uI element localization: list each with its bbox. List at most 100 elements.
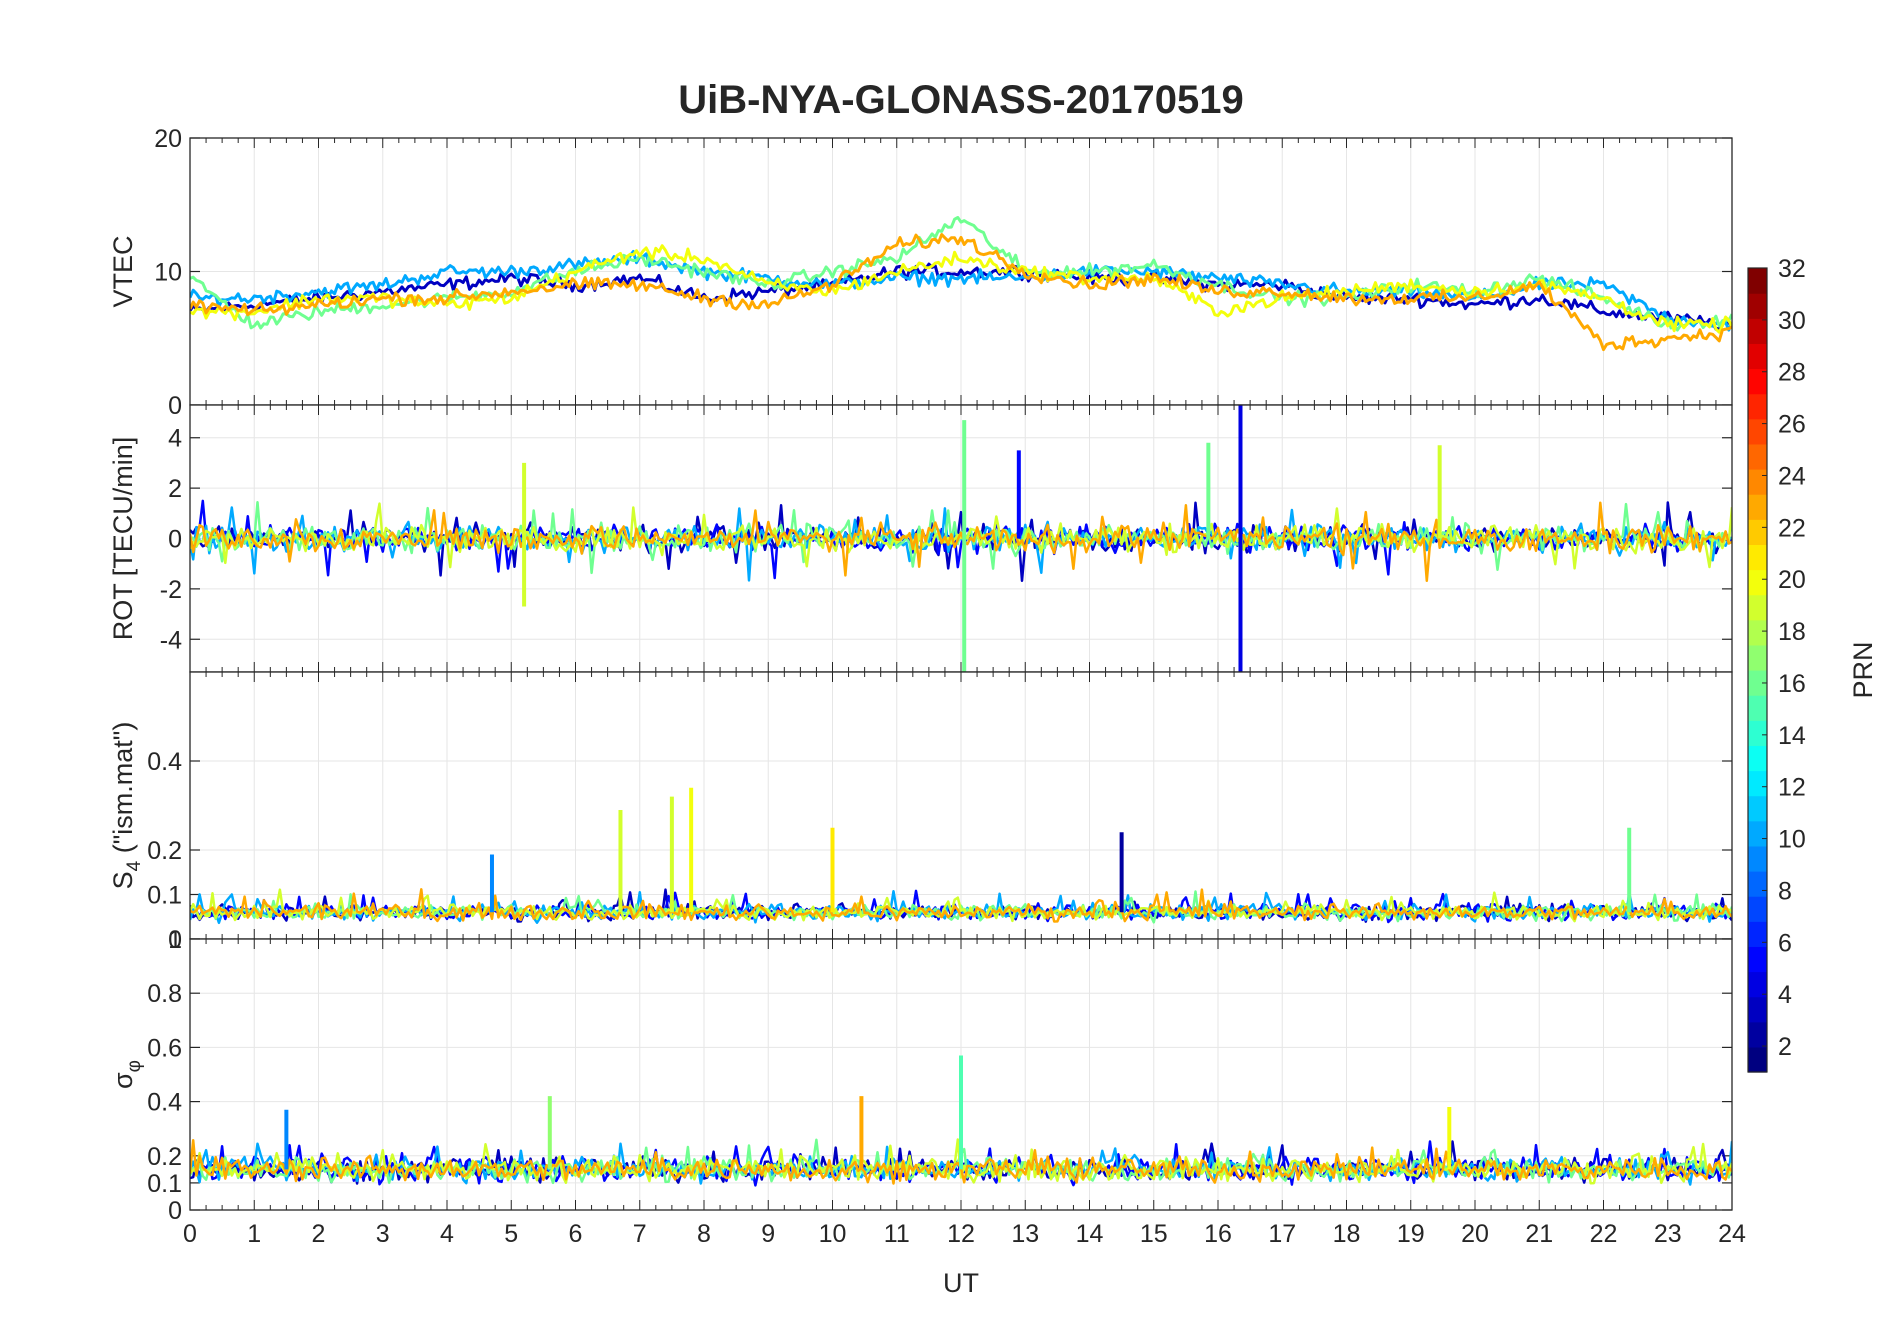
y-axis-label: S4 ("ism.mat") bbox=[108, 722, 145, 890]
panel-frame bbox=[189, 938, 1733, 1211]
x-tick-label: 10 bbox=[819, 1220, 847, 1248]
colorbar-tick-label: 24 bbox=[1778, 462, 1806, 490]
y-axis-label: σφ bbox=[108, 1060, 145, 1089]
y-axis-label-main: S bbox=[108, 871, 138, 889]
colorbar-bin bbox=[1748, 921, 1767, 947]
rot-trace-prn-23 bbox=[190, 501, 1732, 583]
colorbar-bin bbox=[1748, 946, 1767, 973]
colorbar-label: PRN bbox=[1848, 641, 1878, 698]
colorbar-bin bbox=[1748, 544, 1767, 571]
x-tick-label: 4 bbox=[440, 1220, 454, 1248]
chart-title: UiB-NYA-GLONASS-20170519 bbox=[678, 78, 1243, 122]
x-tick-label: 20 bbox=[1461, 1220, 1489, 1248]
colorbar-bin bbox=[1748, 569, 1767, 596]
x-tick-label: 15 bbox=[1140, 1220, 1168, 1248]
data-traces bbox=[190, 787, 1732, 925]
x-tick-label: 9 bbox=[761, 1220, 775, 1248]
x-tick-label: 8 bbox=[697, 1220, 711, 1248]
colorbar-bin bbox=[1748, 494, 1767, 520]
colorbar-bin bbox=[1748, 469, 1767, 495]
colorbar-tick-label: 32 bbox=[1778, 255, 1806, 283]
y-axis-label: VTEC bbox=[108, 235, 138, 307]
colorbar-bin bbox=[1748, 770, 1767, 797]
panel-S4: 00.10.20.4S4 ("ism.mat") bbox=[108, 671, 1733, 954]
y-tick-label: 0 bbox=[168, 926, 182, 954]
colorbar-tick-label: 28 bbox=[1778, 359, 1806, 387]
colorbar-bin bbox=[1748, 996, 1767, 1023]
colorbar-tick-label: 26 bbox=[1778, 411, 1806, 439]
panel-VTEC: 0 10 20 VTEC bbox=[108, 125, 1733, 420]
colorbar-bin bbox=[1748, 896, 1767, 922]
y-tick-label: 0.2 bbox=[147, 1143, 182, 1171]
colorbar-tick-label: 8 bbox=[1778, 877, 1792, 905]
colorbar-bin bbox=[1748, 695, 1767, 721]
colorbar-bin bbox=[1748, 293, 1767, 319]
colorbar-bin bbox=[1748, 1021, 1767, 1048]
y-tick-label: 0.6 bbox=[147, 1034, 182, 1062]
colorbar-bin bbox=[1748, 845, 1767, 872]
colorbar-tick-label: 14 bbox=[1778, 722, 1806, 750]
colorbar-bin bbox=[1748, 368, 1767, 395]
colorbar-tick-label: 16 bbox=[1778, 670, 1806, 698]
y-axis-label-rest: ("ism.mat") bbox=[108, 722, 138, 861]
x-tick-label: 14 bbox=[1076, 1220, 1104, 1248]
y-tick-label: 1 bbox=[168, 926, 182, 954]
colorbar-tick-label: 6 bbox=[1778, 929, 1792, 957]
colorbar-frame bbox=[1747, 267, 1768, 1073]
s4-trace-prn-23 bbox=[190, 888, 1732, 923]
colorbar-bin bbox=[1748, 720, 1767, 746]
y-tick-label: 10 bbox=[154, 259, 182, 287]
y-tick-label: -2 bbox=[160, 576, 182, 604]
colorbar-bin bbox=[1748, 644, 1767, 671]
y-tick-label: 0.8 bbox=[147, 980, 182, 1008]
vtec-trace-prn-3 bbox=[190, 262, 1732, 331]
y-tick-label: 0 bbox=[168, 392, 182, 420]
x-tick-label: 3 bbox=[376, 1220, 390, 1248]
x-tick-label: 17 bbox=[1268, 1220, 1296, 1248]
x-tick-label: 23 bbox=[1654, 1220, 1682, 1248]
x-tick-label: 2 bbox=[312, 1220, 326, 1248]
data-traces bbox=[190, 1055, 1732, 1187]
colorbar-bin bbox=[1748, 343, 1767, 370]
x-tick-label: 0 bbox=[183, 1220, 197, 1248]
colorbar-bin bbox=[1748, 318, 1767, 344]
x-tick-label: 5 bbox=[504, 1220, 518, 1248]
colorbar-bin bbox=[1748, 268, 1767, 294]
colorbar-bin bbox=[1748, 670, 1767, 696]
colorbar-tick-label: 22 bbox=[1778, 514, 1806, 542]
colorbar-bin bbox=[1748, 594, 1767, 621]
y-tick-label: 4 bbox=[168, 425, 182, 453]
x-tick-label: 13 bbox=[1011, 1220, 1039, 1248]
x-tick-label: 6 bbox=[569, 1220, 583, 1248]
x-tick-label: 11 bbox=[884, 1220, 910, 1248]
x-axis-label: UT bbox=[943, 1268, 979, 1298]
vtec-trace-prn-20 bbox=[190, 244, 1732, 334]
colorbar-tick-label: 2 bbox=[1778, 1033, 1792, 1061]
x-tick-label: 12 bbox=[947, 1220, 975, 1248]
colorbar-tick-label: 20 bbox=[1778, 566, 1806, 594]
panel-ROT: -4 -2 0 2 4 ROT [TECU/min] bbox=[108, 404, 1733, 673]
colorbar-tick-label: 30 bbox=[1778, 307, 1806, 335]
vtec-trace-prn-23 bbox=[190, 233, 1732, 352]
y-tick-label: 0.4 bbox=[147, 748, 182, 776]
y-tick-label: 0 bbox=[168, 526, 182, 554]
colorbar-bin bbox=[1748, 1046, 1767, 1073]
colorbar-bin bbox=[1748, 745, 1767, 772]
x-tick-label: 7 bbox=[633, 1220, 647, 1248]
y-tick-label: 0.1 bbox=[147, 1170, 182, 1198]
x-tick-label: 19 bbox=[1397, 1220, 1425, 1248]
x-tick-label: 16 bbox=[1204, 1220, 1232, 1248]
colorbar-bin bbox=[1748, 519, 1767, 545]
y-axis-label-sub: 4 bbox=[124, 860, 145, 871]
data-traces bbox=[190, 405, 1732, 672]
colorbar-bin bbox=[1748, 820, 1767, 847]
data-traces bbox=[190, 216, 1732, 352]
s4-trace-prn-5 bbox=[190, 889, 1732, 924]
y-axis-label: ROT [TECU/min] bbox=[108, 437, 138, 641]
y-tick-label: 0.2 bbox=[147, 837, 182, 865]
y-tick-label: 0.1 bbox=[147, 882, 182, 910]
